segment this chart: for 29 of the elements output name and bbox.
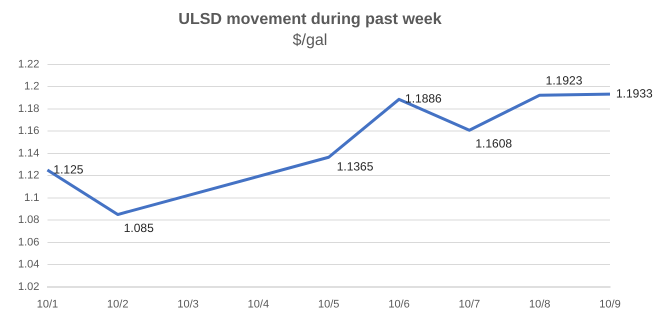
y-tick-label: 1.16: [18, 125, 40, 138]
data-label: 1.1923: [546, 74, 583, 88]
x-tick-label: 10/8: [528, 298, 550, 310]
data-label: 1.1608: [475, 136, 512, 151]
y-tick-label: 1.08: [18, 214, 40, 226]
y-tick-label: 1.2: [24, 80, 40, 93]
x-tick-label: 10/7: [458, 298, 480, 310]
chart-subtitle: $/gal: [292, 32, 328, 50]
y-tick-label: 1.02: [18, 280, 40, 293]
x-tick-label: 10/5: [318, 298, 340, 310]
x-tick-label: 10/1: [36, 298, 58, 310]
x-tick-label: 10/4: [248, 298, 270, 310]
y-tick-label: 1.04: [18, 258, 40, 271]
data-label: 1.1933: [616, 86, 654, 100]
data-label: 1.1365: [336, 160, 374, 174]
y-tick-label: 1.14: [18, 147, 40, 160]
data-label: 1.125: [53, 162, 84, 176]
x-tick-label: 10/3: [177, 298, 199, 310]
y-tick-label: 1.06: [18, 236, 40, 248]
x-tick-label: 10/2: [107, 298, 128, 310]
x-tick-label: 10/9: [599, 298, 621, 310]
y-tick-label: 1.1: [24, 192, 40, 204]
chart-title: ULSD movement during past week: [178, 11, 442, 28]
y-tick-label: 1.18: [18, 102, 40, 115]
data-label: 1.1886: [405, 92, 442, 106]
y-tick-label: 1.12: [18, 170, 40, 182]
y-tick-label: 1.22: [18, 58, 40, 70]
data-label: 1.085: [124, 220, 154, 235]
x-tick-label: 10/6: [388, 298, 410, 310]
